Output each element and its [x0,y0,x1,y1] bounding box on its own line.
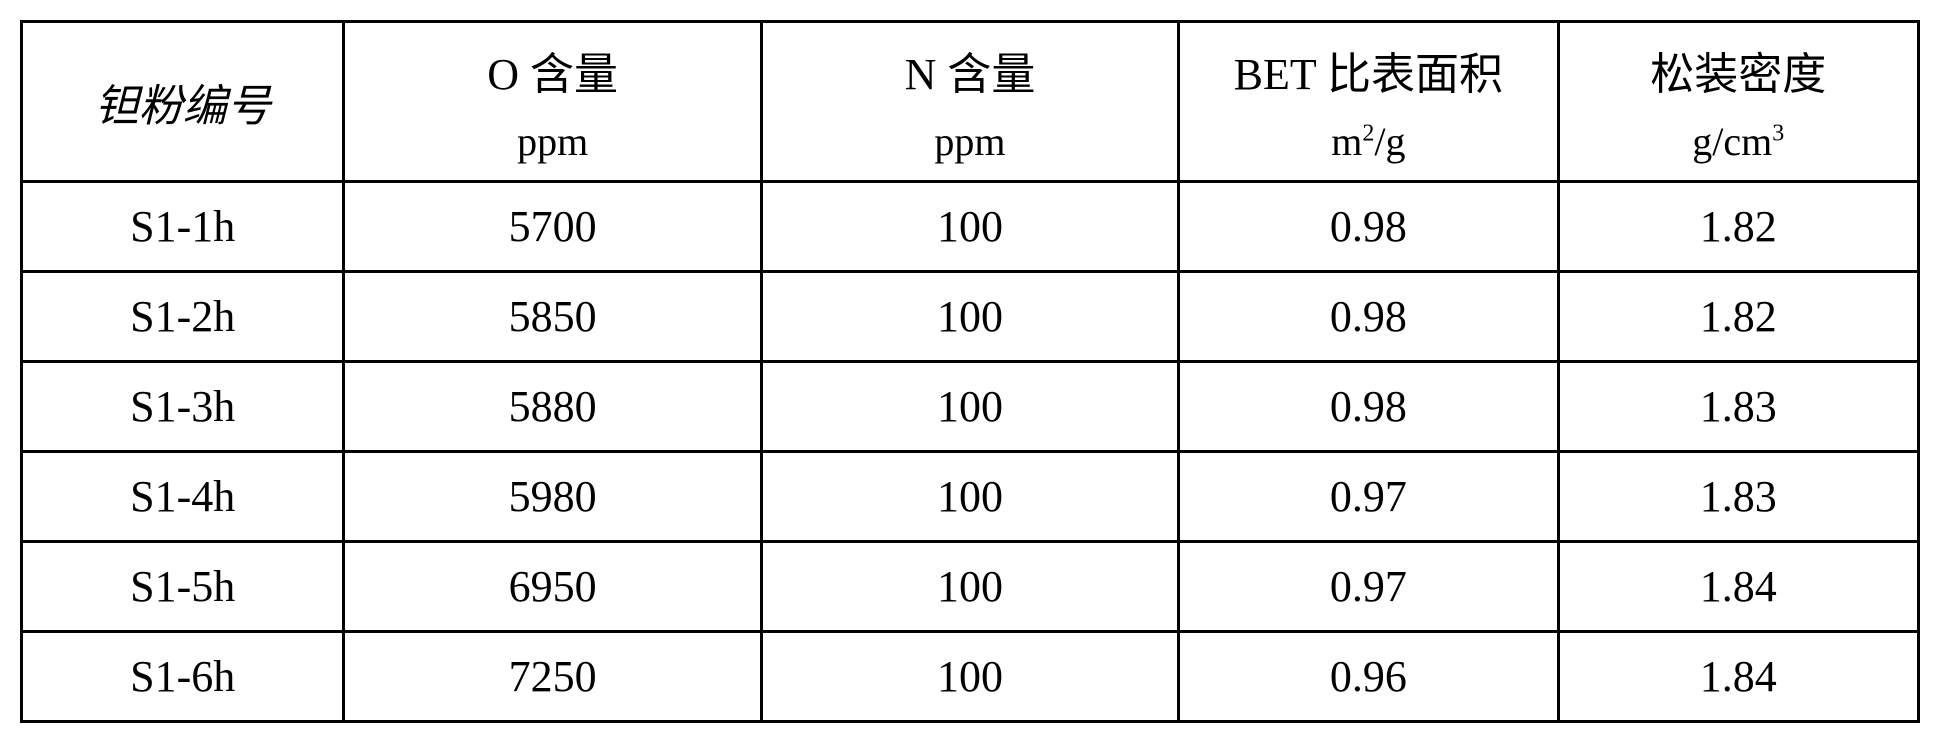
col-header-o-content: O 含量 ppm [344,22,761,182]
cell-density: 1.84 [1558,632,1918,722]
cell-o: 5880 [344,362,761,452]
table-row: S1-3h 5880 100 0.98 1.83 [22,362,1919,452]
table-row: S1-4h 5980 100 0.97 1.83 [22,452,1919,542]
table-row: S1-5h 6950 100 0.97 1.84 [22,542,1919,632]
table-header-row: 钽粉编号 O 含量 ppm N 含量 ppm BET 比表面积 m2/g [22,22,1919,182]
cell-n: 100 [761,182,1178,272]
cell-id: S1-1h [22,182,344,272]
cell-o: 5980 [344,452,761,542]
table-row: S1-1h 5700 100 0.98 1.82 [22,182,1919,272]
cell-id: S1-6h [22,632,344,722]
cell-n: 100 [761,272,1178,362]
table-row: S1-6h 7250 100 0.96 1.84 [22,632,1919,722]
cell-n: 100 [761,542,1178,632]
table-body: S1-1h 5700 100 0.98 1.82 S1-2h 5850 100 … [22,182,1919,722]
col-header-density-unit: g/cm3 [1692,118,1784,165]
col-header-density-label: 松装密度 [1650,38,1826,102]
cell-n: 100 [761,362,1178,452]
cell-density: 1.83 [1558,362,1918,452]
cell-o: 5700 [344,182,761,272]
cell-density: 1.82 [1558,272,1918,362]
cell-density: 1.83 [1558,452,1918,542]
cell-n: 100 [761,452,1178,542]
cell-bet: 0.98 [1179,182,1558,272]
cell-bet: 0.98 [1179,272,1558,362]
cell-density: 1.82 [1558,182,1918,272]
cell-id: S1-3h [22,362,344,452]
cell-density: 1.84 [1558,542,1918,632]
cell-id: S1-4h [22,452,344,542]
cell-id: S1-5h [22,542,344,632]
col-header-bet: BET 比表面积 m2/g [1179,22,1558,182]
cell-n: 100 [761,632,1178,722]
cell-bet: 0.97 [1179,542,1558,632]
col-header-density: 松装密度 g/cm3 [1558,22,1918,182]
cell-id: S1-2h [22,272,344,362]
cell-bet: 0.96 [1179,632,1558,722]
col-header-n-label: N 含量 [905,38,1036,102]
cell-o: 5850 [344,272,761,362]
col-header-id-label: 钽粉编号 [95,82,271,131]
col-header-n-unit: ppm [934,118,1005,165]
col-header-bet-label: BET 比表面积 [1234,38,1503,102]
col-header-bet-unit: m2/g [1331,118,1405,165]
cell-o: 6950 [344,542,761,632]
data-table: 钽粉编号 O 含量 ppm N 含量 ppm BET 比表面积 m2/g [20,20,1920,723]
col-header-id: 钽粉编号 [22,22,344,182]
cell-bet: 0.98 [1179,362,1558,452]
table-row: S1-2h 5850 100 0.98 1.82 [22,272,1919,362]
col-header-o-unit: ppm [517,118,588,165]
col-header-n-content: N 含量 ppm [761,22,1178,182]
cell-bet: 0.97 [1179,452,1558,542]
cell-o: 7250 [344,632,761,722]
col-header-o-label: O 含量 [487,38,618,102]
